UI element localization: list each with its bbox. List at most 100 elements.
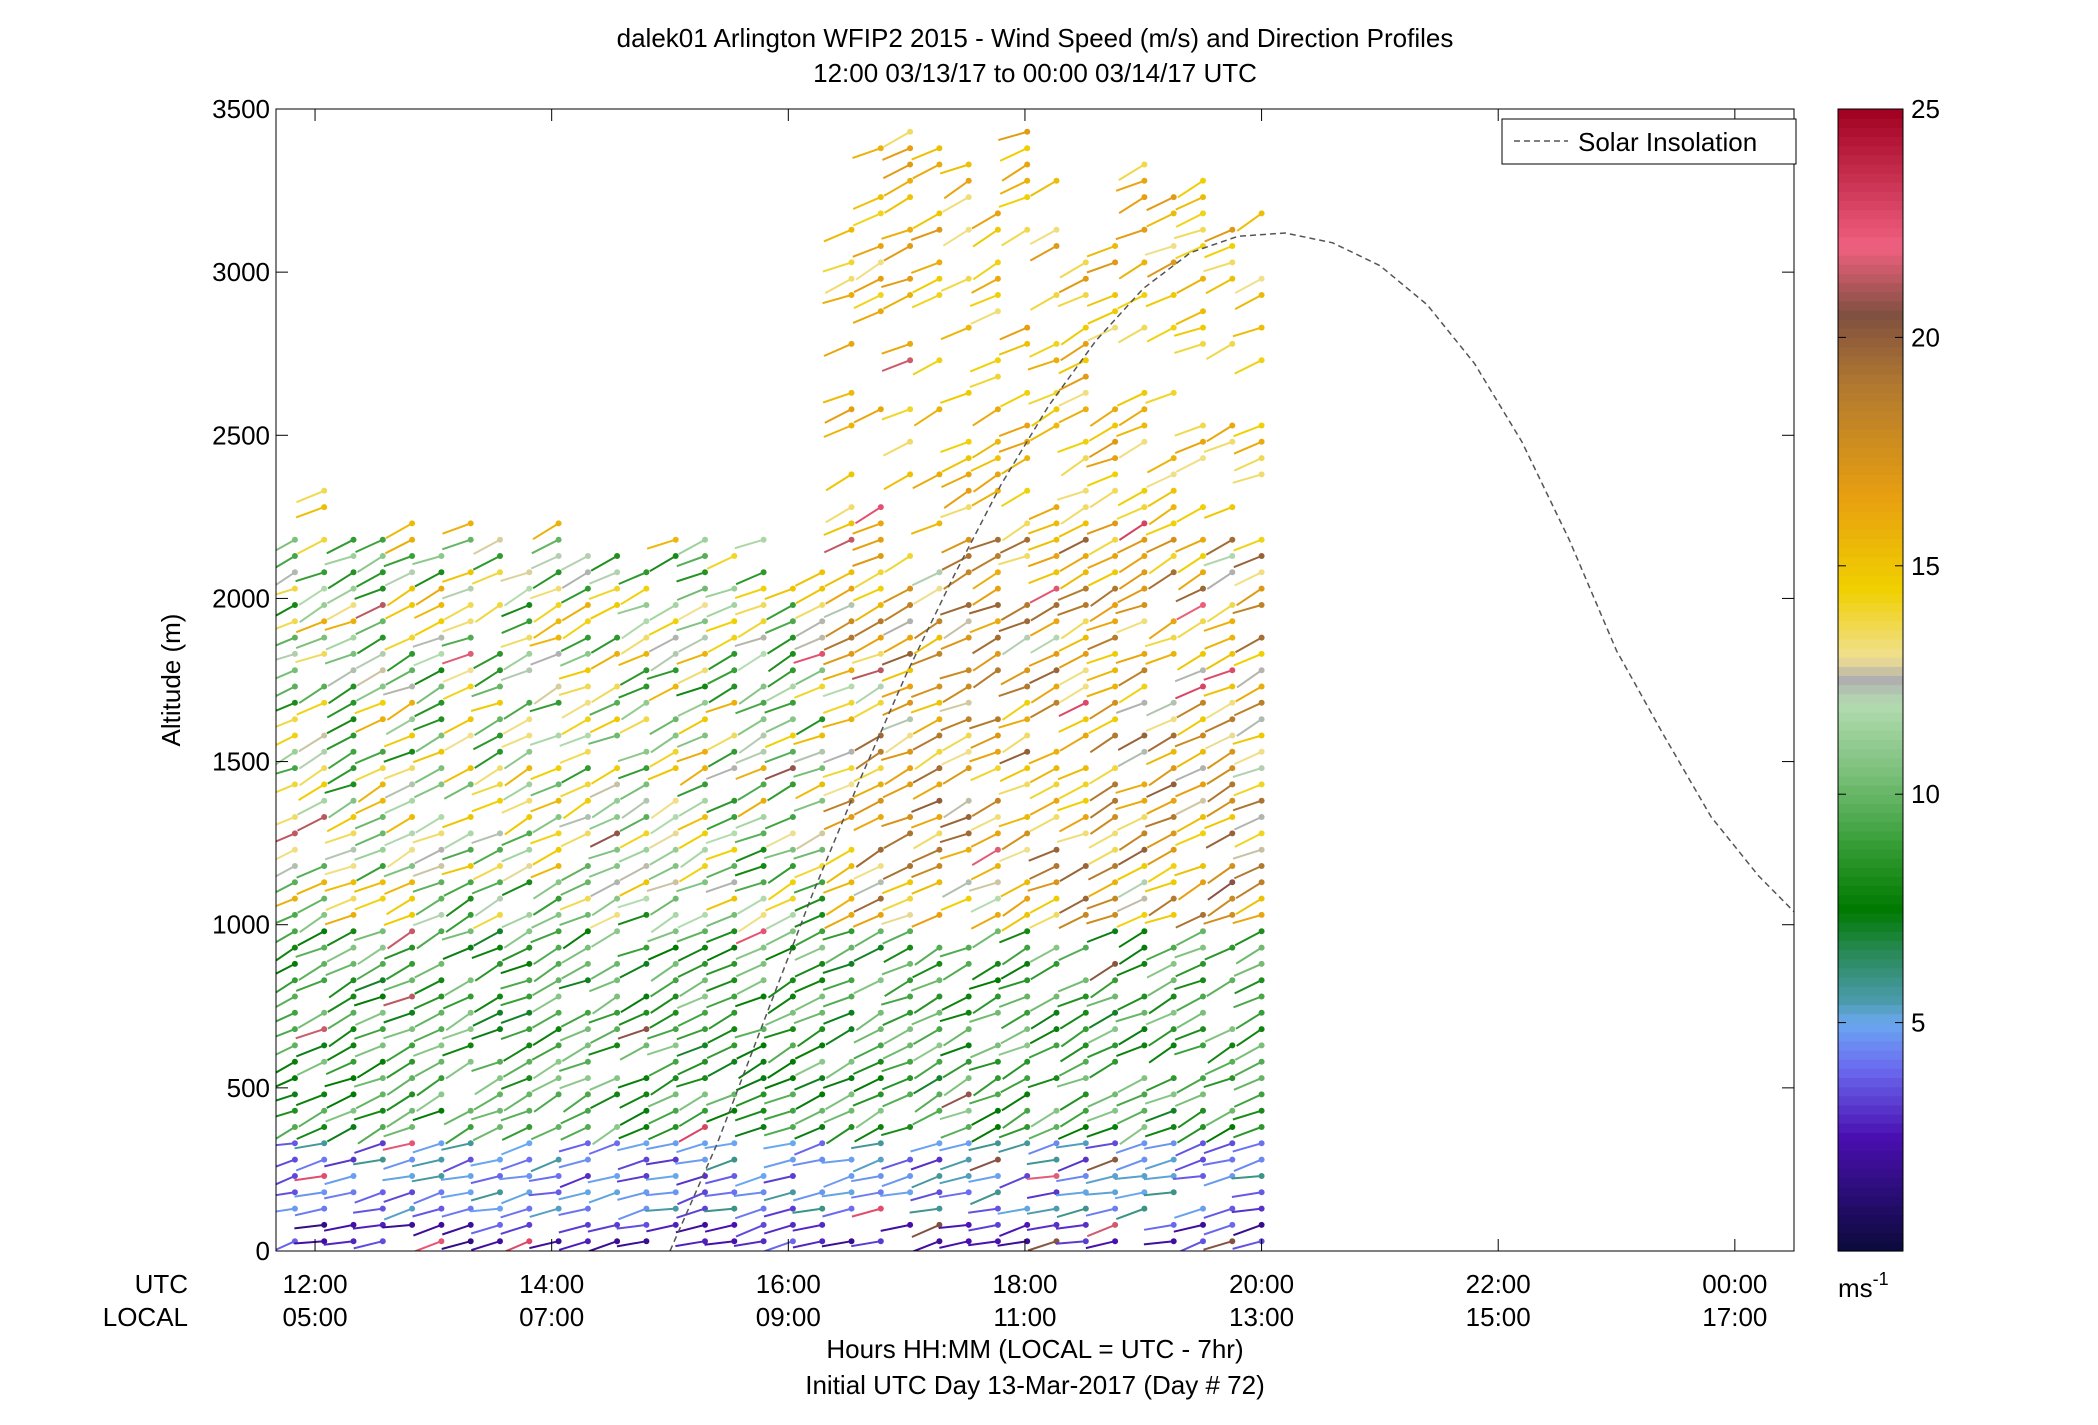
- wind-barb-dot: [819, 634, 826, 641]
- wind-barb-dot: [731, 928, 738, 935]
- wind-barb-dot: [467, 1189, 474, 1196]
- wind-barb: [412, 913, 442, 927]
- wind-barb-dot: [291, 1091, 298, 1098]
- wind-barb: [353, 995, 384, 1007]
- wind-barb: [940, 1126, 970, 1139]
- wind-barb-dot: [1170, 553, 1177, 559]
- colorbar-segment: [1838, 931, 1903, 941]
- wind-barb: [1232, 473, 1262, 484]
- wind-barb-dot: [643, 1173, 650, 1179]
- wind-barb: [355, 604, 384, 619]
- wind-barb-dot: [1024, 781, 1031, 788]
- colorbar-segment: [1838, 492, 1903, 503]
- wind-barb: [562, 799, 589, 820]
- wind-barb-dot: [994, 863, 1001, 869]
- wind-barb: [383, 734, 413, 748]
- wind-barb: [733, 1191, 764, 1197]
- wind-barb: [679, 767, 706, 786]
- wind-barb-dot: [467, 536, 474, 543]
- wind-barb: [705, 587, 735, 599]
- wind-barb: [326, 604, 354, 621]
- wind-barb-dot: [936, 1140, 943, 1147]
- colorbar-segment: [1838, 474, 1903, 485]
- wind-barb: [533, 963, 560, 983]
- wind-barb-dot: [321, 1221, 328, 1228]
- wind-barb: [354, 750, 384, 765]
- wind-barb: [387, 848, 413, 868]
- wind-barb: [383, 979, 413, 992]
- wind-barb-dot: [379, 1058, 386, 1065]
- wind-barb: [999, 848, 1028, 863]
- wind-barb-dot: [760, 585, 767, 592]
- wind-barb-dot: [672, 797, 679, 804]
- wind-barb: [706, 995, 735, 1009]
- wind-barb: [676, 881, 706, 893]
- wind-barb: [355, 620, 384, 636]
- wind-barb: [1057, 799, 1087, 812]
- wind-barb-dot: [1024, 1124, 1031, 1130]
- wind-barb-dot: [760, 732, 767, 739]
- wind-barb: [767, 783, 794, 802]
- wind-barb-dot: [409, 1042, 416, 1049]
- wind-barb-dot: [321, 879, 328, 886]
- wind-barb-dot: [1082, 504, 1089, 511]
- wind-barb-dot: [497, 602, 503, 608]
- wind-barb: [823, 604, 852, 619]
- wind-barb-dot: [907, 226, 914, 233]
- wind-barb-dot: [1024, 895, 1031, 902]
- wind-barb-dot: [819, 765, 826, 772]
- wind-barb: [676, 1207, 706, 1219]
- wind-barb-dot: [409, 944, 416, 951]
- wind-barb: [1206, 604, 1233, 623]
- wind-barb: [912, 163, 940, 180]
- wind-barb-dot: [848, 944, 855, 951]
- wind-barb: [971, 799, 999, 817]
- wind-barb-dot: [555, 879, 562, 886]
- wind-barb-dot: [672, 602, 679, 608]
- wind-barb-dot: [789, 1189, 796, 1196]
- colorbar-segment: [1838, 785, 1903, 795]
- wind-barb: [529, 832, 559, 845]
- wind-barb-dot: [1229, 1026, 1236, 1033]
- wind-barb: [1233, 701, 1263, 717]
- wind-barb: [531, 538, 560, 555]
- wind-barb-dot: [1053, 650, 1060, 657]
- wind-barb-dot: [643, 863, 650, 869]
- wind-barb: [767, 865, 794, 884]
- wind-barb-dot: [379, 1091, 386, 1098]
- wind-barb-dot: [467, 1009, 474, 1016]
- wind-barb: [1089, 734, 1116, 754]
- wind-barb-dot: [1258, 650, 1265, 657]
- wind-barb-dot: [1170, 389, 1177, 396]
- wind-barb: [1055, 1240, 1086, 1245]
- wind-barb: [1118, 685, 1145, 704]
- wind-barb-dot: [584, 1107, 591, 1114]
- wind-barb: [295, 506, 325, 519]
- wind-barb-dot: [350, 944, 357, 951]
- wind-barb-dot: [877, 683, 884, 690]
- wind-barb-dot: [584, 748, 591, 755]
- wind-barb: [882, 1093, 911, 1108]
- wind-barb: [441, 636, 471, 647]
- wind-barb-dot: [321, 1124, 328, 1130]
- wind-barb-dot: [291, 683, 298, 690]
- wind-barb-dot: [819, 960, 826, 967]
- wind-barb: [1144, 1142, 1174, 1150]
- wind-barb-dot: [1229, 1124, 1236, 1130]
- colorbar-segment: [1838, 483, 1903, 494]
- wind-barb-dot: [614, 1124, 621, 1130]
- wind-barb-dot: [1053, 292, 1060, 298]
- wind-barb-dot: [614, 960, 621, 967]
- wind-barb-dot: [994, 879, 1001, 886]
- wind-barb-dot: [877, 145, 884, 152]
- wind-barb-dot: [731, 553, 738, 559]
- wind-barb-dot: [1200, 1107, 1206, 1114]
- wind-barb-dot: [321, 911, 328, 918]
- wind-barb-dot: [291, 1173, 298, 1179]
- wind-barb: [1086, 1109, 1116, 1123]
- wind-barb: [794, 913, 823, 928]
- wind-barb: [1001, 914, 1028, 932]
- wind-barb: [443, 783, 472, 800]
- wind-barb-dot: [907, 993, 914, 1000]
- wind-barb-dot: [1170, 879, 1177, 886]
